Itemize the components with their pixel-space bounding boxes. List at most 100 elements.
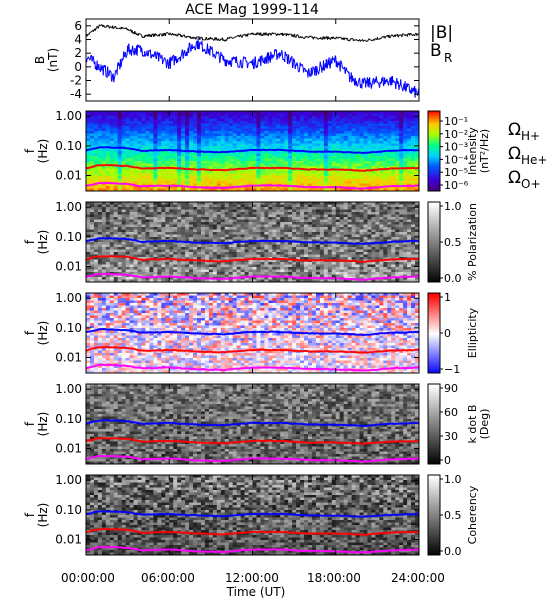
heatmap-cell (240, 158, 245, 162)
heatmap-cell (101, 118, 107, 122)
heatmap-cell (97, 166, 103, 169)
heatmap-cell (117, 126, 123, 129)
heatmap-cell (145, 133, 150, 137)
heatmap-cell (145, 158, 150, 162)
heatmap-cell (272, 181, 277, 184)
heatmap-cell (177, 126, 182, 129)
heatmap-cell (121, 178, 127, 182)
heatmap-cell (367, 121, 372, 124)
heatmap-cell (240, 126, 245, 129)
heatmap-cell (296, 121, 301, 124)
heatmap-cell (105, 123, 111, 127)
heatmap-cell (125, 227, 130, 230)
series-segment (402, 87, 404, 92)
series-segment (388, 80, 391, 83)
series-segment (388, 81, 390, 86)
heatmap-cell (181, 143, 186, 147)
heatmap-cell (208, 161, 214, 164)
heatmap-cell (129, 247, 134, 250)
series-segment (311, 36, 314, 39)
heatmap-cell (125, 158, 130, 162)
heatmap-cell (113, 214, 119, 218)
heatmap-cell (319, 146, 325, 149)
heatmap-cell (323, 113, 329, 117)
heatmap-cell (145, 269, 150, 273)
heatmap-cell (105, 249, 111, 253)
heatmap-cell (173, 116, 178, 119)
heatmap-cell (212, 176, 218, 179)
heatmap-cell (339, 126, 345, 129)
heatmap-cell (288, 143, 293, 147)
heatmap-cell (145, 219, 150, 223)
heatmap-cell (125, 136, 130, 139)
series-segment (128, 43, 130, 50)
heatmap-cell (296, 178, 301, 182)
heatmap-cell (145, 181, 150, 184)
series-segment (235, 56, 238, 64)
heatmap-cell (133, 224, 138, 228)
heatmap-cell (288, 126, 293, 129)
heatmap-cell (399, 153, 404, 157)
heatmap-cell (363, 116, 368, 119)
heatmap-cell (97, 232, 103, 235)
heatmap-cell (173, 151, 178, 154)
heatmap-cell (292, 153, 297, 157)
heatmap-cell (109, 118, 115, 122)
heatmap-cell (260, 126, 265, 129)
heatmap-cell (129, 269, 134, 273)
heatmap-cell (407, 113, 412, 117)
heatmap-cell (403, 126, 408, 129)
heatmap-cell (256, 178, 261, 182)
heatmap-cell (216, 181, 222, 184)
heatmap-cell (304, 113, 309, 117)
heatmap-cell (323, 143, 329, 147)
heatmap-cell (280, 121, 285, 124)
heatmap-cell (216, 153, 222, 157)
heatmap-cell (379, 173, 384, 177)
heatmap-cell (284, 126, 289, 129)
series-segment (197, 38, 200, 50)
heatmap-cell (383, 113, 388, 117)
heatmap-cell (383, 136, 388, 139)
heatmap-cell (145, 244, 150, 248)
series-segment (237, 63, 239, 68)
heatmap-cell (113, 143, 119, 147)
series-segment (408, 84, 411, 91)
heatmap-cell (197, 161, 202, 164)
heatmap-cell (403, 151, 408, 154)
heatmap-cell (252, 113, 257, 117)
heatmap-cell (208, 136, 214, 139)
heatmap-cell (93, 131, 99, 134)
heatmap-cell (86, 138, 91, 142)
colorbar-tick-label: 10⁻¹ (444, 115, 468, 128)
series-segment (101, 66, 103, 71)
heatmap-cell (137, 158, 142, 162)
series-segment (212, 54, 215, 58)
heatmap-cell (371, 163, 376, 167)
heatmap-cell (161, 156, 166, 159)
heatmap-cell (240, 146, 245, 149)
heatmap-cell (343, 148, 349, 152)
heatmap-cell (212, 126, 218, 129)
heatmap-cell (308, 131, 313, 134)
heatmap-cell (185, 173, 190, 177)
heatmap-cell (204, 163, 210, 167)
heatmap-cell (240, 153, 245, 157)
heatmap-cell (272, 158, 277, 162)
heatmap-cell (181, 161, 186, 164)
series-segment (229, 36, 232, 38)
heatmap-cell (204, 176, 210, 179)
heatmap-cell (296, 123, 301, 127)
series-segment (259, 34, 261, 36)
series-b-magnitude (85, 24, 420, 42)
heatmap-cell (327, 178, 333, 182)
heatmap-cell (105, 277, 111, 280)
heatmap-cell (327, 158, 333, 162)
heatmap-cell (117, 212, 123, 215)
heatmap-cell (105, 244, 111, 248)
heatmap-cell (375, 133, 380, 137)
heatmap-cell (121, 161, 127, 164)
series-segment (325, 59, 328, 69)
heatmap-cell (145, 176, 150, 179)
colorbar-label-line: (nT²/Hz) (478, 129, 491, 173)
